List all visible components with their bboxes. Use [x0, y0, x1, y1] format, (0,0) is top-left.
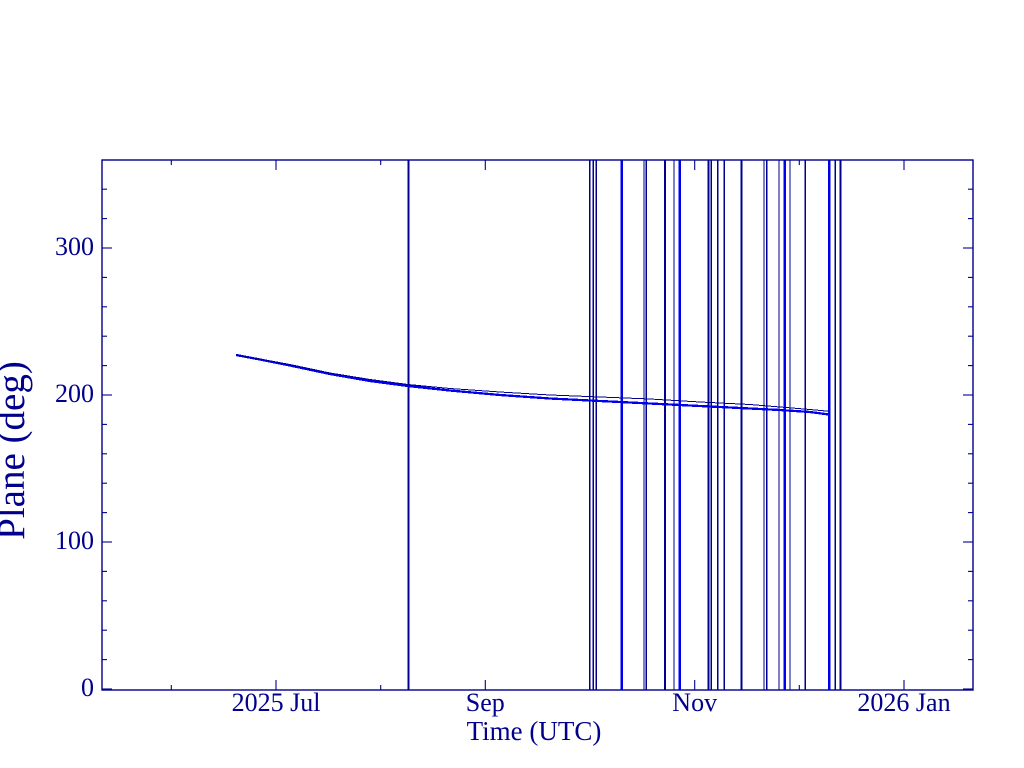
- svg-text:Nov: Nov: [672, 688, 717, 717]
- svg-text:2025 Jul: 2025 Jul: [232, 688, 321, 717]
- svg-text:Sep: Sep: [466, 688, 505, 717]
- svg-text:2026 Jan: 2026 Jan: [857, 688, 950, 717]
- svg-text:0: 0: [81, 673, 94, 702]
- svg-text:Time (UTC): Time (UTC): [467, 716, 602, 746]
- svg-text:200: 200: [55, 379, 94, 408]
- svg-text:300: 300: [55, 232, 94, 261]
- svg-text:100: 100: [55, 526, 94, 555]
- svg-text:Plane (deg): Plane (deg): [0, 361, 33, 540]
